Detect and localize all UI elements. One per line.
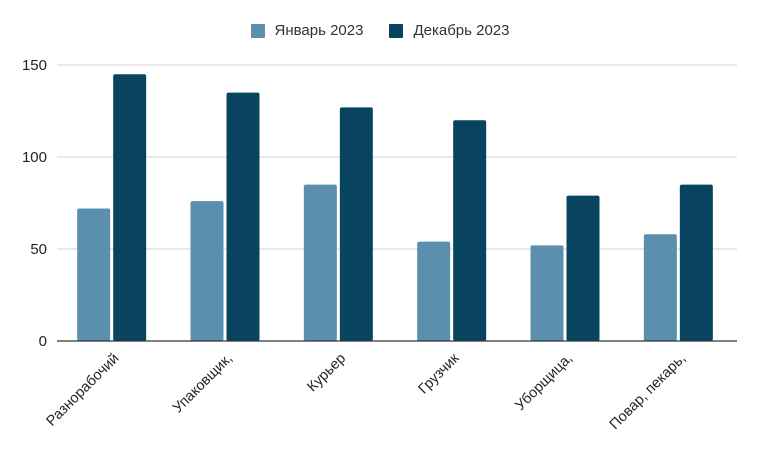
x-tick-label: Разнорабочий [43, 351, 122, 430]
y-tick-label: 0 [39, 333, 47, 350]
x-tick-label: Упаковщик, [170, 351, 236, 417]
gridlines [57, 64, 737, 250]
y-tick-label: 50 [30, 241, 47, 258]
bar-december-3[interactable] [453, 120, 487, 341]
x-axis-labels: Разнорабочий Упаковщик, Курьер Грузчик Уборщ… [43, 350, 689, 433]
bars [77, 74, 713, 341]
x-tick-label: Повар, пекарь, [607, 351, 689, 433]
bar-december-4[interactable] [566, 195, 600, 341]
bar-january-0[interactable] [77, 208, 111, 341]
legend-swatch-december [389, 23, 404, 38]
bar-december-0[interactable] [113, 74, 147, 341]
y-tick-label: 150 [22, 57, 47, 74]
bar-january-4[interactable] [530, 245, 564, 341]
bar-december-1[interactable] [226, 92, 260, 341]
bar-january-5[interactable] [643, 234, 677, 341]
bar-january-3[interactable] [417, 241, 451, 341]
legend-label-december: Декабрь 2023 [413, 22, 510, 39]
bar-december-5[interactable] [679, 184, 713, 341]
x-tick-label: Курьер [304, 351, 349, 396]
legend-item-december[interactable]: Декабрь 2023 [389, 22, 509, 39]
legend-item-january[interactable]: Январь 2023 [250, 22, 364, 39]
x-tick-label: Грузчик [416, 350, 463, 397]
bar-january-2[interactable] [303, 184, 337, 341]
legend: Январь 2023 Декабрь 2023 [0, 22, 760, 39]
legend-label-january: Январь 2023 [274, 22, 364, 39]
x-tick-label: Уборщица, [512, 351, 575, 414]
y-tick-label: 100 [22, 149, 47, 166]
bar-december-2[interactable] [339, 107, 373, 341]
legend-swatch-january [250, 23, 265, 38]
y-axis-ticks: 0 50 100 150 [22, 57, 47, 350]
bar-january-1[interactable] [190, 201, 224, 341]
